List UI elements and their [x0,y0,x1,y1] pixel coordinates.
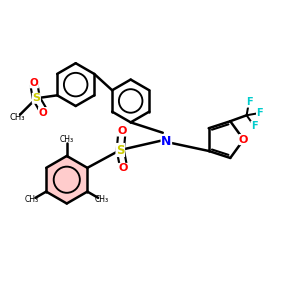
Text: F: F [256,108,263,118]
Text: O: O [30,78,38,88]
Text: O: O [38,108,47,118]
Text: O: O [239,135,248,145]
Text: CH₃: CH₃ [9,113,25,122]
Text: F: F [251,121,258,131]
Text: S: S [116,143,124,157]
Text: S: S [32,93,40,103]
Text: F: F [246,97,252,107]
Polygon shape [46,156,87,203]
Text: CH₃: CH₃ [25,195,39,204]
Text: CH₃: CH₃ [94,195,109,204]
Text: N: N [161,135,172,148]
Text: O: O [118,164,128,173]
Text: CH₃: CH₃ [60,135,74,144]
Text: O: O [117,126,127,136]
